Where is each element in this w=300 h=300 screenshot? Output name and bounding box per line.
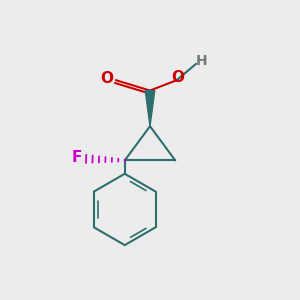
Text: H: H (196, 54, 208, 68)
Text: O: O (100, 71, 113, 86)
Text: O: O (172, 70, 185, 85)
Polygon shape (145, 91, 155, 126)
Text: F: F (72, 150, 83, 165)
